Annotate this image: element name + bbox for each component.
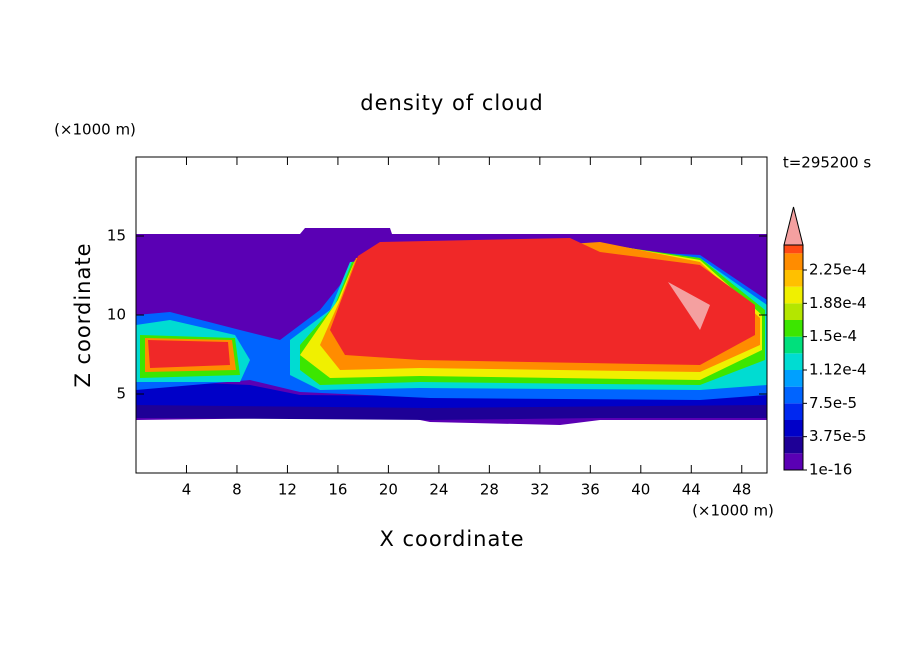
x-tick-label: 32 — [530, 481, 549, 499]
colorbar-band — [784, 270, 803, 287]
colorbar-band — [784, 253, 803, 270]
colorbar-band — [784, 336, 803, 354]
colorbar-band — [784, 320, 803, 337]
colorbar-tick-label: 2.25e-4 — [809, 261, 867, 279]
colorbar-band — [784, 436, 803, 454]
annotation: t=295200 s — [783, 154, 871, 172]
y-axis-label: Z coordinate — [71, 242, 95, 387]
x-axis-label: X coordinate — [379, 527, 524, 551]
colorbar-tick-label: 3.75e-5 — [809, 427, 867, 445]
colorbar-band — [784, 403, 803, 420]
x-tick-label: 48 — [732, 481, 751, 499]
x-tick-label: 44 — [682, 481, 701, 499]
colorbar-tick-label: 1e-16 — [809, 461, 852, 479]
y-unit: (×1000 m) — [54, 121, 136, 139]
colorbar-tick-label: 1.5e-4 — [809, 327, 857, 345]
chart-title: density of cloud — [360, 91, 543, 115]
colorbar-tick-label: 1.12e-4 — [809, 361, 867, 379]
x-tick-label: 28 — [480, 481, 499, 499]
colorbar-band — [784, 303, 803, 320]
x-tick-label: 4 — [182, 481, 192, 499]
colorbar-band — [784, 286, 803, 304]
colorbar-band — [784, 353, 803, 370]
x-tick-label: 36 — [581, 481, 600, 499]
colorbar-tick-label: 7.5e-5 — [809, 394, 857, 412]
colorbar-band — [784, 386, 803, 404]
x-unit: (×1000 m) — [692, 502, 774, 520]
x-tick-label: 8 — [232, 481, 242, 499]
colorbar-band — [784, 420, 803, 437]
x-tick-label: 20 — [379, 481, 398, 499]
x-tick-label: 40 — [631, 481, 650, 499]
y-tick-label: 10 — [107, 306, 126, 324]
colorbar-band — [784, 453, 803, 470]
colorbar-tick-label: 1.88e-4 — [809, 294, 867, 312]
y-tick-label: 5 — [116, 385, 126, 403]
contour-field — [136, 228, 767, 425]
x-tick-label: 24 — [429, 481, 448, 499]
colorbar-frame — [783, 244, 804, 471]
colorbar-band — [784, 245, 803, 254]
y-tick-label: 15 — [107, 227, 126, 245]
x-tick-label: 16 — [328, 481, 347, 499]
x-tick-label: 12 — [278, 481, 297, 499]
colorbar-band — [784, 370, 803, 387]
colorbar-extend — [783, 206, 804, 246]
